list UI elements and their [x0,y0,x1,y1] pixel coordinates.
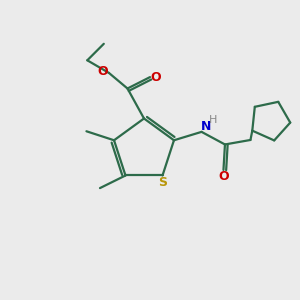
Text: O: O [150,70,161,84]
Text: H: H [208,115,217,125]
Text: S: S [158,176,167,189]
Text: O: O [98,65,108,78]
Text: N: N [201,120,211,133]
Text: O: O [218,170,229,183]
